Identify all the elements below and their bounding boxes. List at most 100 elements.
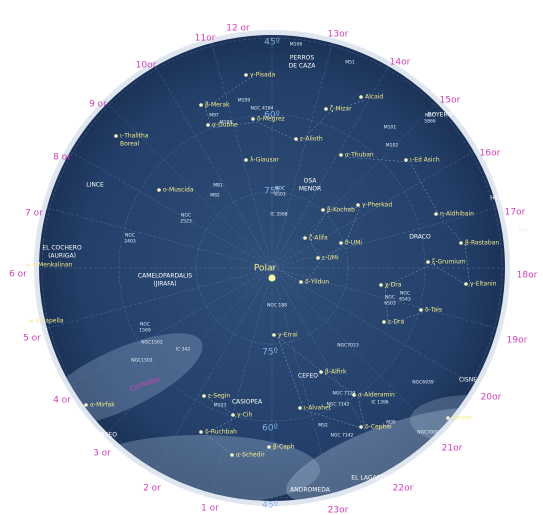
deep-sky-label: M102	[386, 143, 399, 149]
deep-sky-label: NGC	[181, 213, 191, 219]
star-name: γ-Eltanin	[470, 281, 497, 288]
deep-sky-label: M106	[290, 42, 303, 48]
declination-label: 60º	[264, 111, 280, 121]
star-name: ξ-Grumium	[432, 259, 466, 266]
star-name: Alcaid	[365, 94, 383, 101]
deep-sky-label: 6543	[399, 297, 411, 303]
declination-label: 45º	[264, 38, 280, 48]
constellation-name: EL LAGARTO	[351, 475, 389, 482]
deep-sky-label: NGC 4184	[251, 106, 274, 112]
star-name: α-Dubhe	[212, 122, 238, 129]
star-name: η-Aldhibain	[440, 211, 474, 218]
deep-sky-label: NGC	[400, 291, 410, 297]
star-name: γ-Errai	[278, 332, 298, 339]
star-name: β-Alfirk	[325, 369, 347, 376]
star-dot	[324, 107, 328, 111]
deep-sky-label: M39	[386, 420, 396, 426]
star-name: ε-UMi	[322, 255, 339, 262]
star-dot	[459, 241, 463, 245]
star-name: α-Schedir	[236, 452, 265, 459]
star-name: δ-Tais	[425, 307, 442, 314]
hour-label: 16or	[480, 149, 501, 159]
deep-sky-label: 6503	[274, 192, 286, 198]
star-name: δ-Ruchbah	[205, 429, 237, 436]
deep-sky-label: M92	[518, 228, 528, 234]
hour-line	[271, 147, 480, 269]
star-name: o-Muscida	[163, 187, 194, 194]
constellation-name: CEFEO	[298, 373, 318, 380]
constellation-name: LINCE	[86, 182, 104, 189]
deep-sky-label: NGC	[140, 322, 150, 328]
hour-line	[102, 267, 273, 438]
hour-label: 4 or	[53, 396, 71, 406]
hour-label: 19or	[507, 336, 528, 346]
star-dot	[379, 283, 383, 287]
star-name: γ-Pisada	[250, 72, 275, 79]
star-dot	[157, 188, 161, 192]
deep-sky-label: M103	[214, 403, 227, 409]
star-name: δ-Megrez	[257, 116, 285, 123]
hour-line	[271, 205, 504, 269]
star-name: γ-Cih	[237, 412, 253, 419]
polar-label: Polar	[254, 264, 277, 274]
deep-sky-label: NGC 7142	[327, 402, 350, 408]
hour-label: 2 or	[143, 484, 161, 494]
deep-sky-label: M51	[345, 60, 355, 66]
constellation-lines	[204, 77, 471, 458]
hour-label: 22or	[393, 484, 414, 494]
star-dot	[352, 393, 356, 397]
deep-sky-label: NGC	[125, 233, 135, 239]
deep-sky-label: NGC	[425, 113, 435, 119]
deep-sky-label: IC 342	[176, 347, 191, 353]
star-dot	[272, 333, 276, 337]
declination-label: 75º	[262, 348, 278, 358]
hour-line	[151, 267, 273, 476]
star-name: ι-Thalitha	[120, 133, 149, 140]
deep-sky-label: NGC7023	[337, 343, 359, 349]
star-name: ι-Ed Asich	[410, 157, 440, 164]
declination-label: 75º	[264, 187, 280, 197]
star-dot	[316, 256, 320, 260]
constellation-name: MENOR	[299, 186, 321, 193]
hour-line	[64, 147, 273, 269]
star-name: λ-Giausar	[250, 157, 279, 164]
hour-line	[209, 36, 273, 269]
star-dot	[26, 263, 30, 267]
deep-sky-label: 6503	[384, 301, 396, 307]
deep-sky-label: M101	[384, 125, 397, 131]
star-name: β-Merak	[205, 102, 230, 109]
deep-sky-label: IC 1396	[371, 400, 388, 406]
hour-line	[64, 267, 273, 389]
hour-label: 23or	[328, 506, 349, 515]
hour-label: 15or	[440, 96, 461, 106]
deep-sky-label: NGC	[275, 186, 285, 192]
deep-sky-label: NGC 188	[267, 303, 287, 309]
constellation-name: DE CAZA	[289, 63, 317, 70]
star-dot	[426, 260, 430, 264]
deep-sky-label: NGC6939	[412, 380, 434, 386]
constellation-name: BOYERO	[428, 112, 453, 119]
hour-label: 5 or	[23, 334, 41, 344]
hour-label: 13or	[328, 30, 349, 40]
star-name: ε-Dra	[388, 319, 404, 326]
star-name: ι-Alvahet	[304, 405, 332, 412]
star-dot	[244, 73, 248, 77]
hour-label: 8 or	[53, 153, 71, 163]
hour-line	[151, 60, 273, 269]
deep-sky-label: IC 3568	[270, 212, 287, 218]
star-dot	[199, 430, 203, 434]
star-name: ζ-Alifa	[309, 235, 328, 242]
constellation-name: ANDROMEDA	[290, 487, 331, 494]
hour-line	[40, 205, 273, 269]
deep-sky-label: 1569	[139, 328, 151, 334]
deep-sky-label: NGC1501	[131, 358, 153, 364]
constellation-name: (JIRAFA)	[153, 281, 176, 288]
hour-line	[271, 98, 442, 269]
star-dot	[382, 320, 386, 324]
deep-sky-label: M108	[220, 120, 233, 126]
hour-label: 10or	[136, 61, 157, 71]
star-name: β-Caph	[273, 444, 295, 451]
constellation-name: ANDROMEDA	[165, 494, 206, 501]
star-name: δ-Yildun	[305, 279, 329, 286]
